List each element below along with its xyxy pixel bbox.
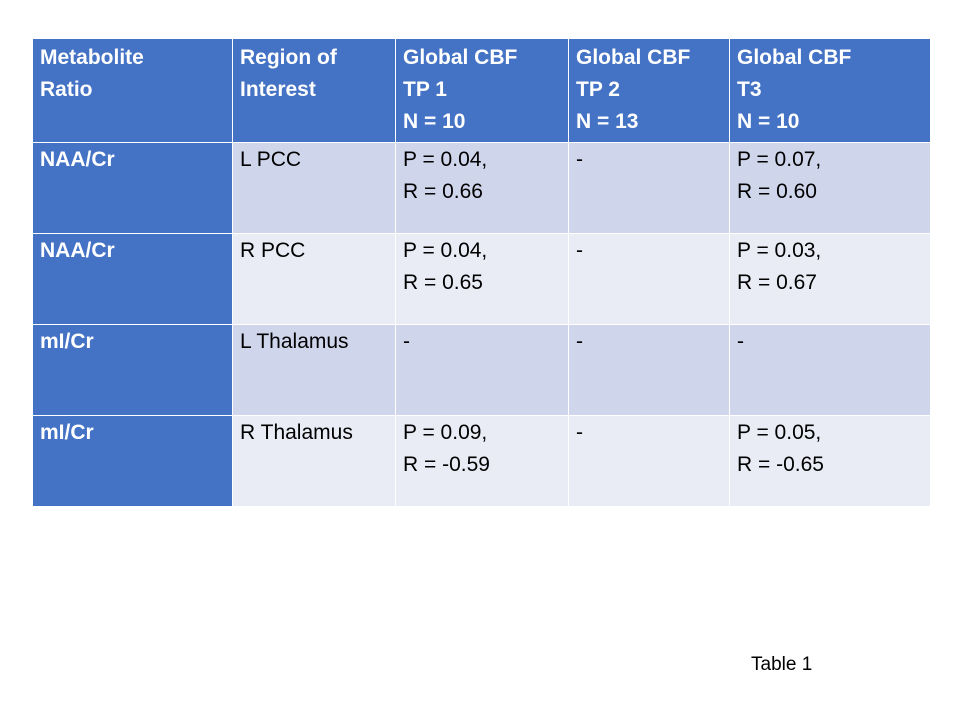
tp2-cell: - bbox=[568, 233, 730, 325]
tp2-cell: - bbox=[568, 142, 730, 234]
region-cell: L PCC bbox=[232, 142, 396, 234]
metabolite-cell: NAA/Cr bbox=[32, 233, 233, 325]
tp1-cell: - bbox=[395, 324, 569, 416]
tp1-cell: P = 0.04, R = 0.66 bbox=[395, 142, 569, 234]
header-region-of-interest: Region of Interest bbox=[232, 38, 396, 143]
region-cell: R Thalamus bbox=[232, 415, 396, 507]
metabolite-cell: mI/Cr bbox=[32, 324, 233, 416]
tp2-cell: - bbox=[568, 415, 730, 507]
tp2-cell: - bbox=[568, 324, 730, 416]
header-global-cbf-tp1: Global CBF TP 1 N = 10 bbox=[395, 38, 569, 143]
region-cell: L Thalamus bbox=[232, 324, 396, 416]
header-global-cbf-t3: Global CBF T3 N = 10 bbox=[729, 38, 931, 143]
table-row: mI/Cr L Thalamus - - - bbox=[32, 324, 931, 416]
tp1-cell: P = 0.09, R = -0.59 bbox=[395, 415, 569, 507]
table-row: NAA/Cr L PCC P = 0.04, R = 0.66 - P = 0.… bbox=[32, 142, 931, 234]
metabolite-cell: mI/Cr bbox=[32, 415, 233, 507]
metabolite-cell: NAA/Cr bbox=[32, 142, 233, 234]
header-metabolite-ratio: Metabolite Ratio bbox=[32, 38, 233, 143]
table-row: mI/Cr R Thalamus P = 0.09, R = -0.59 - P… bbox=[32, 415, 931, 507]
table-caption: Table 1 bbox=[751, 654, 813, 675]
region-cell: R PCC bbox=[232, 233, 396, 325]
tp1-cell: P = 0.04, R = 0.65 bbox=[395, 233, 569, 325]
t3-cell: P = 0.07, R = 0.60 bbox=[729, 142, 931, 234]
results-table: Metabolite Ratio Region of Interest Glob… bbox=[32, 38, 931, 507]
header-global-cbf-tp2: Global CBF TP 2 N = 13 bbox=[568, 38, 730, 143]
table-header-row: Metabolite Ratio Region of Interest Glob… bbox=[32, 38, 931, 143]
table-row: NAA/Cr R PCC P = 0.04, R = 0.65 - P = 0.… bbox=[32, 233, 931, 325]
t3-cell: P = 0.05, R = -0.65 bbox=[729, 415, 931, 507]
t3-cell: P = 0.03, R = 0.67 bbox=[729, 233, 931, 325]
t3-cell: - bbox=[729, 324, 931, 416]
